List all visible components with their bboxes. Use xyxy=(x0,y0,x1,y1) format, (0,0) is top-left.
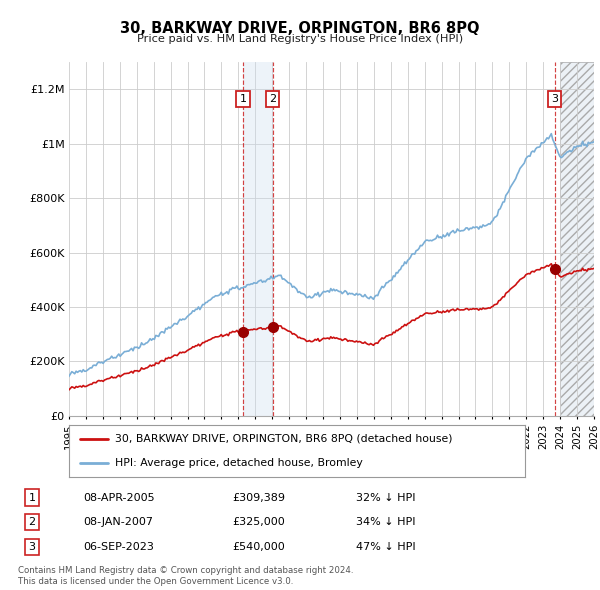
Text: £309,389: £309,389 xyxy=(232,493,286,503)
Text: Contains HM Land Registry data © Crown copyright and database right 2024.: Contains HM Land Registry data © Crown c… xyxy=(18,566,353,575)
Text: 06-SEP-2023: 06-SEP-2023 xyxy=(83,542,154,552)
Text: This data is licensed under the Open Government Licence v3.0.: This data is licensed under the Open Gov… xyxy=(18,577,293,586)
Text: 3: 3 xyxy=(551,94,558,104)
Text: 1: 1 xyxy=(29,493,35,503)
Bar xyxy=(243,62,273,416)
Bar xyxy=(560,62,600,416)
Text: 34% ↓ HPI: 34% ↓ HPI xyxy=(356,517,416,527)
Text: 32% ↓ HPI: 32% ↓ HPI xyxy=(356,493,416,503)
Text: 47% ↓ HPI: 47% ↓ HPI xyxy=(356,542,416,552)
Text: 3: 3 xyxy=(29,542,35,552)
Text: 1: 1 xyxy=(239,94,247,104)
Text: 2: 2 xyxy=(29,517,35,527)
Text: 08-JAN-2007: 08-JAN-2007 xyxy=(83,517,153,527)
Text: 2: 2 xyxy=(269,94,276,104)
Text: 30, BARKWAY DRIVE, ORPINGTON, BR6 8PQ: 30, BARKWAY DRIVE, ORPINGTON, BR6 8PQ xyxy=(120,21,480,35)
Text: Price paid vs. HM Land Registry's House Price Index (HPI): Price paid vs. HM Land Registry's House … xyxy=(137,34,463,44)
Text: HPI: Average price, detached house, Bromley: HPI: Average price, detached house, Brom… xyxy=(115,458,362,468)
Bar xyxy=(560,62,600,416)
Text: 30, BARKWAY DRIVE, ORPINGTON, BR6 8PQ (detached house): 30, BARKWAY DRIVE, ORPINGTON, BR6 8PQ (d… xyxy=(115,434,452,444)
Text: 08-APR-2005: 08-APR-2005 xyxy=(83,493,154,503)
Text: £540,000: £540,000 xyxy=(232,542,285,552)
Text: £325,000: £325,000 xyxy=(232,517,285,527)
